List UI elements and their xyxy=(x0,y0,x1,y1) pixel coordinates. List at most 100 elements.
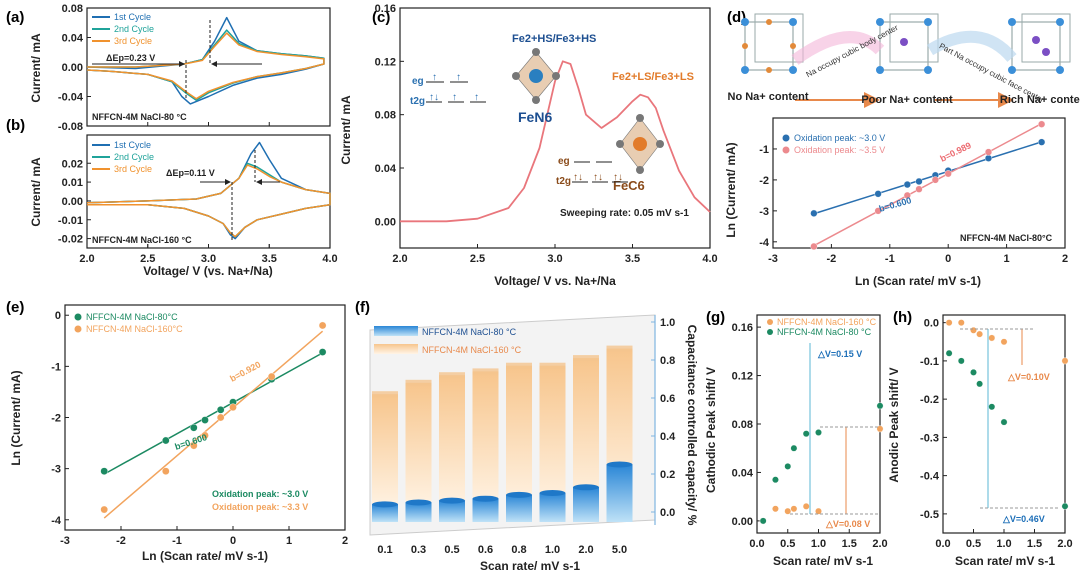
x-axis-label: Scan rate/ mV s-1 xyxy=(480,559,580,573)
x-tick-label: 3.5 xyxy=(625,253,640,265)
data-point xyxy=(957,357,965,365)
x-tick-label: -3 xyxy=(768,253,778,265)
data-point xyxy=(903,191,911,199)
schematic-arc xyxy=(791,31,885,65)
hs-orbital-diagram: eg ↑ ↑ t2g ↑↓ ↑ ↑ xyxy=(410,72,486,107)
bar-160C xyxy=(405,382,432,512)
panel-e: (e) Ln (Current/ mA) 0 -1 -2 -3 -4 -3 -2 -1 0 1 2… xyxy=(6,299,348,563)
x-tick-label: -1 xyxy=(885,253,895,265)
data-point xyxy=(318,348,327,356)
x-tick-label: 0.5 xyxy=(780,538,795,550)
fec6-octahedron-icon xyxy=(616,114,664,174)
x-axis-label: Voltage/ V (vs. Na+/Na) xyxy=(143,264,273,278)
x-tick-label: 4.0 xyxy=(702,253,717,265)
delta-v-label: △V=0.08 V xyxy=(825,519,870,529)
y-tick-label: 0.12 xyxy=(732,371,753,383)
data-point xyxy=(201,431,209,440)
y-axis-label: Current/ mA xyxy=(29,33,43,103)
data-point xyxy=(161,436,170,445)
fit-label: b=0.600 xyxy=(878,195,913,214)
x-tick-label: 0 xyxy=(945,253,951,265)
series-line xyxy=(86,32,325,100)
y-tick-label: 0.00 xyxy=(732,516,753,528)
y-tick-label: -4 xyxy=(759,237,770,249)
bar-cap xyxy=(506,362,532,369)
data-point xyxy=(970,326,977,334)
oxidation-label: Oxidation peak: ~3.3 V xyxy=(212,502,308,512)
svg-text:↑↓: ↑↓ xyxy=(613,172,623,183)
x-tick-label: -1 xyxy=(172,535,182,547)
panel-c: (c) Current/ mA 0.16 0.12 0.08 0.04 0.00 2.0… xyxy=(339,3,718,288)
x-tick-label: -3 xyxy=(60,535,70,547)
x-tick-label: 2.0 xyxy=(79,253,94,265)
y-tick-label: -0.04 xyxy=(58,92,84,104)
bar-160C xyxy=(439,375,465,512)
x-tick-label: 2.0 xyxy=(872,538,887,550)
data-point xyxy=(1038,120,1046,128)
bar-cap xyxy=(539,490,566,496)
panel-label: (g) xyxy=(706,309,725,326)
bar-160C xyxy=(506,365,532,512)
legend-marker xyxy=(782,134,790,142)
panel-f: (f) 1.00.80.60.40.20.0 0.1 0.3 0.5 0.6 0.8 1.… xyxy=(355,299,699,573)
fe-ls-label: Fe2+LS/Fe3+LS xyxy=(612,71,694,83)
y-tick-label: 0.08 xyxy=(375,110,396,122)
delta-v-label: △V=0.10V xyxy=(1007,372,1050,382)
x-tick-label: 1.5 xyxy=(1027,538,1042,550)
data-point xyxy=(790,444,798,452)
legend-label: NFFCN-4M NaCl-80°C xyxy=(86,312,178,322)
x-tick-label: 3.0 xyxy=(547,253,562,265)
cube-rich-na-icon xyxy=(1008,13,1071,74)
panel-b: (b) Current/ mA 0.02 0.01 0.00 -0.01 -0.02 2… xyxy=(6,117,338,278)
y-tick-label: 0.0 xyxy=(660,507,675,519)
y-tick-label: 0.01 xyxy=(62,177,83,189)
fit-line xyxy=(103,330,324,519)
svg-text:↑↓: ↑↓ xyxy=(593,172,603,183)
cube-no-na-icon xyxy=(741,13,804,74)
x-tick-label: 1.5 xyxy=(842,538,857,550)
data-point xyxy=(874,190,882,198)
data-point xyxy=(802,502,810,510)
y-axis-label: Current/ mA xyxy=(29,157,43,227)
data-point xyxy=(267,372,276,381)
data-point xyxy=(988,403,996,411)
x-tick-label: 0.5 xyxy=(444,544,459,556)
x-tick-label: 0.5 xyxy=(966,538,981,550)
y-tick-label: -0.01 xyxy=(58,215,83,227)
legend-label: 1st Cycle xyxy=(114,140,151,150)
y-tick-label: 0.00 xyxy=(62,62,83,74)
bar-80C xyxy=(539,493,566,522)
legend-label: Oxidation peak: ~3.5 V xyxy=(794,145,885,155)
y-tick-label: -2 xyxy=(759,175,769,187)
bar-cap xyxy=(372,391,398,398)
panel-label: (a) xyxy=(6,9,24,26)
series-line xyxy=(86,164,331,238)
ls-orbital-diagram: eg t2g ↑↓ ↑↓ ↑↓ xyxy=(556,156,628,187)
x-tick-label: 2 xyxy=(342,535,348,547)
legend-marker xyxy=(767,319,773,325)
svg-text:↑: ↑ xyxy=(432,72,437,83)
x-tick-label: -2 xyxy=(116,535,126,547)
svg-text:↑: ↑ xyxy=(474,92,479,103)
y-tick-label: -0.02 xyxy=(58,234,83,246)
y-tick-labels: 0.16 0.12 0.08 0.04 0.00 xyxy=(732,322,761,528)
stage-label: Poor Na+ content xyxy=(861,94,953,106)
x-tick-labels: 0.1 0.3 0.5 0.6 0.8 1.0 2.0 5.0 xyxy=(377,544,627,556)
legend-label: 3rd Cycle xyxy=(114,36,152,46)
panel-label: (h) xyxy=(893,309,912,326)
eg-label: eg xyxy=(412,76,424,87)
legend-label: NFFCN-4M NaCl-80 °C xyxy=(422,327,517,337)
y-tick-label: -0.08 xyxy=(58,121,83,133)
bar-160C xyxy=(372,394,398,512)
x-tick-label: 0.3 xyxy=(411,544,426,556)
x-axis-label: Scan rate/ mV s-1 xyxy=(955,554,1055,568)
data-point xyxy=(988,334,996,342)
data-point xyxy=(874,207,882,215)
bar-cap xyxy=(539,362,566,369)
t2g-label: t2g xyxy=(410,96,425,107)
y-tick-labels: 0.16 0.12 0.08 0.04 0.00 xyxy=(375,3,404,228)
legend: NFFCN-4M NaCl-80°C NFFCN-4M NaCl-160°C xyxy=(74,312,183,334)
data-point xyxy=(100,467,108,475)
data-point xyxy=(161,467,170,475)
bar-80C xyxy=(573,487,599,522)
